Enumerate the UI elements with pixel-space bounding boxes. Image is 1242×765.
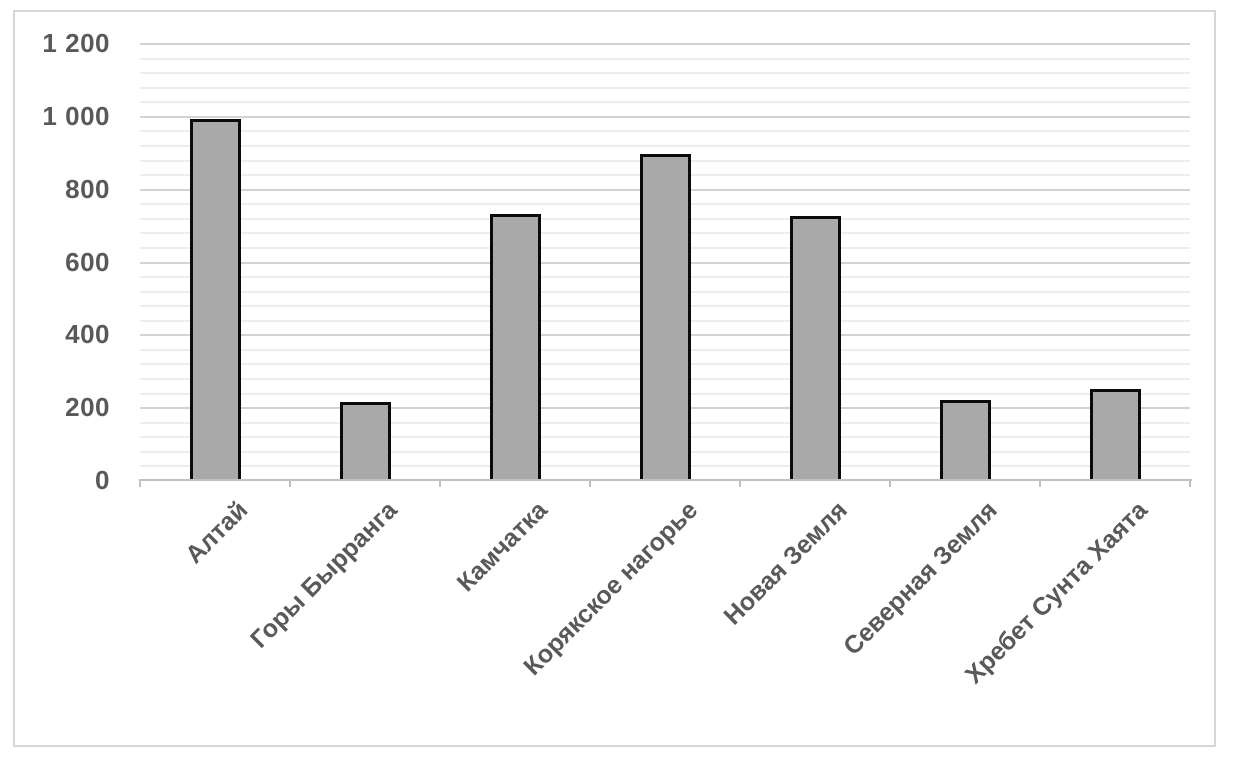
x-axis-tick bbox=[1189, 479, 1191, 487]
major-gridline bbox=[140, 115, 1190, 118]
x-axis-tick bbox=[589, 479, 591, 487]
y-tick-label: 800 bbox=[65, 173, 110, 204]
y-tick-label: 400 bbox=[65, 319, 110, 350]
y-tick-label: 1 000 bbox=[42, 100, 110, 131]
x-axis-line bbox=[140, 479, 1192, 481]
minor-gridline bbox=[140, 130, 1190, 133]
bar-6 bbox=[939, 400, 991, 480]
plot-area bbox=[140, 43, 1190, 480]
minor-gridline bbox=[140, 72, 1190, 75]
bar-3 bbox=[489, 214, 541, 480]
bar-4 bbox=[639, 154, 691, 480]
x-axis-tick bbox=[739, 479, 741, 487]
y-tick-label: 1 200 bbox=[42, 28, 110, 58]
x-axis-tick bbox=[289, 479, 291, 487]
minor-gridline bbox=[140, 101, 1190, 104]
x-axis-tick bbox=[889, 479, 891, 487]
x-axis-tick bbox=[1039, 479, 1041, 487]
x-axis-tick bbox=[139, 479, 141, 487]
x-axis-tick bbox=[439, 479, 441, 487]
y-tick-label: 200 bbox=[65, 392, 110, 423]
major-gridline bbox=[140, 43, 1190, 45]
bar-1 bbox=[189, 119, 241, 480]
y-tick-label: 0 bbox=[95, 465, 110, 495]
bar-7 bbox=[1089, 389, 1141, 480]
bar-2 bbox=[339, 402, 391, 480]
y-tick-label: 600 bbox=[65, 246, 110, 277]
minor-gridline bbox=[140, 144, 1190, 147]
bar-5 bbox=[789, 216, 841, 480]
minor-gridline bbox=[140, 57, 1190, 60]
minor-gridline bbox=[140, 86, 1190, 89]
